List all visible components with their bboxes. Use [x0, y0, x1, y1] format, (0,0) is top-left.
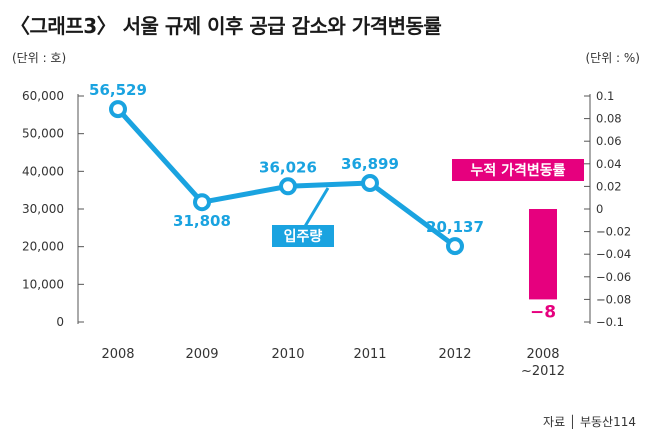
left-axis-tick-label: 50,000: [22, 127, 64, 141]
right-axis-tick-label: 0.02: [596, 179, 622, 193]
left-axis-tick-label: 10,000: [22, 277, 64, 291]
right-axis-tick-label: −0.08: [596, 292, 631, 306]
right-axis-tick-label: −0.1: [596, 315, 624, 329]
chart-title: 〈그래프3〉 서울 규제 이후 공급 감소와 가격변동률: [10, 14, 442, 38]
right-axis-tick-label: 0.06: [596, 134, 622, 148]
x-axis-label: 2012: [438, 347, 471, 362]
source-label: 자료 │ 부동산114: [543, 415, 636, 429]
x-axis-label: ~2012: [521, 364, 565, 379]
left-axis-tick-label: 20,000: [22, 240, 64, 254]
right-axis-tick-label: 0.1: [596, 89, 614, 103]
supply-value-label: 20,137: [426, 218, 484, 236]
supply-value-label: 36,026: [259, 158, 317, 176]
x-axis-label: 2010: [271, 347, 304, 362]
right-axis-tick-label: 0: [596, 202, 603, 216]
x-axis-label: 2008: [101, 347, 134, 362]
supply-point: [361, 174, 379, 193]
supply-legend-box: [272, 225, 334, 247]
right-axis-tick-label: 0.08: [596, 112, 622, 126]
supply-legend-label: 입주량: [284, 229, 323, 245]
price-change-bar: [529, 209, 557, 300]
left-axis-unit: (단위 : 호): [12, 51, 67, 65]
supply-point: [193, 193, 211, 212]
right-axis-tick-label: 0.04: [596, 157, 622, 171]
right-axis-unit: (단위 : %): [585, 51, 640, 65]
x-axis-label: 2008: [526, 347, 559, 362]
left-axis-tick-label: 0: [56, 315, 64, 329]
right-axis-tick-label: −0.02: [596, 225, 631, 239]
supply-value-label: 31,808: [173, 212, 231, 230]
supply-point: [446, 237, 464, 256]
price-change-legend-box: [452, 159, 584, 181]
supply-value-label: 36,899: [341, 155, 399, 173]
right-axis-tick-label: −0.06: [596, 270, 631, 284]
right-axis-tick-label: −0.04: [596, 247, 631, 261]
x-axis-label: 2011: [353, 347, 386, 362]
supply-value-label: 56,529: [89, 81, 147, 99]
left-axis-tick-label: 30,000: [22, 202, 64, 216]
x-axis-label: 2009: [185, 347, 218, 362]
supply-legend-pointer: [302, 187, 330, 229]
supply-point: [109, 100, 127, 119]
left-axis-tick-label: 40,000: [22, 164, 64, 178]
price-change-value-label: −8: [530, 302, 556, 322]
left-axis-tick-label: 60,000: [22, 89, 64, 103]
supply-point: [279, 177, 297, 196]
price-change-legend-label: 누적 가격변동률: [470, 162, 565, 179]
